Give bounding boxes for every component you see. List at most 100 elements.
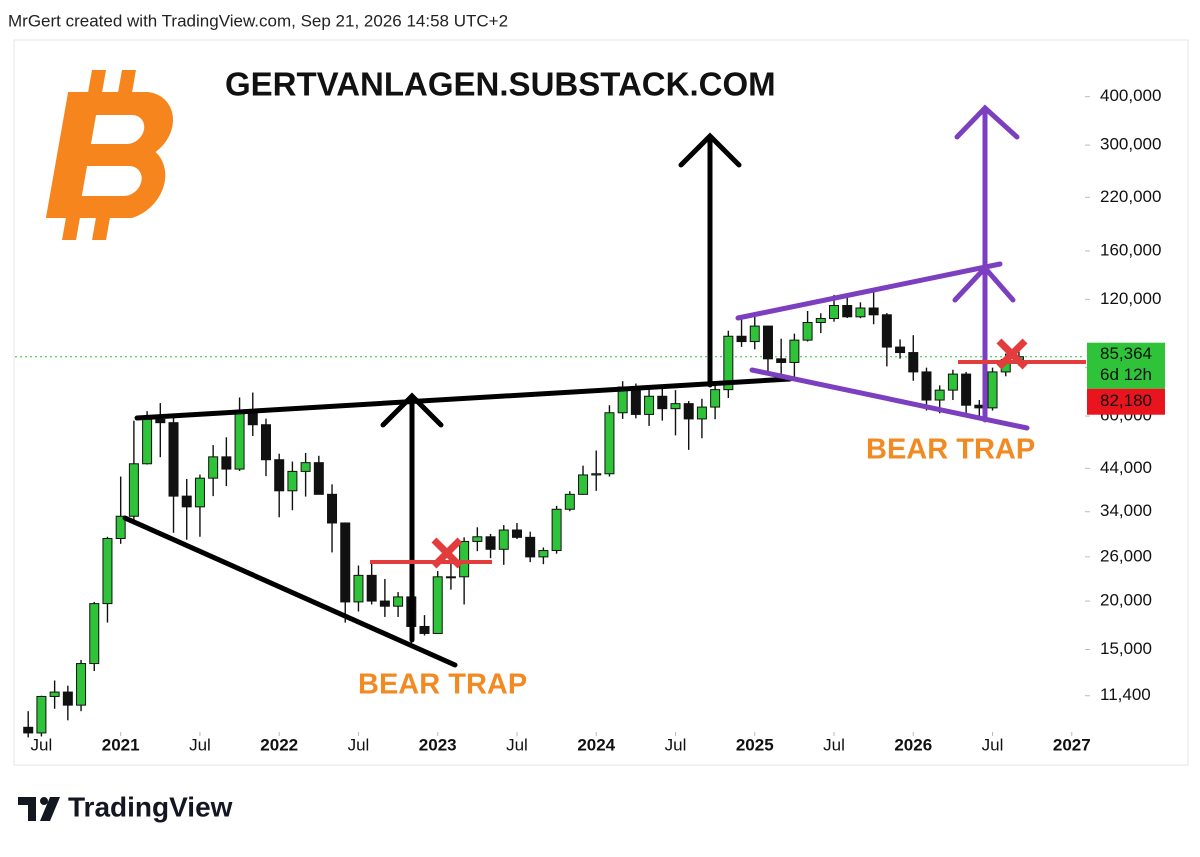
x-tick-label: 2026 bbox=[894, 735, 932, 754]
annotation: BEAR TRAP bbox=[358, 669, 527, 701]
candle-body bbox=[498, 529, 509, 550]
arrow bbox=[952, 264, 1016, 303]
candle-body bbox=[102, 538, 113, 605]
x-tick-label: Jul bbox=[665, 735, 687, 754]
candle-body bbox=[472, 536, 483, 542]
candle-body bbox=[300, 462, 311, 472]
price-box-red bbox=[1087, 388, 1165, 415]
candle-body bbox=[961, 373, 972, 406]
candle-body bbox=[36, 695, 47, 734]
candle-body bbox=[23, 726, 34, 734]
candle-body bbox=[366, 574, 377, 602]
candle-body bbox=[274, 459, 285, 492]
trend-line bbox=[122, 515, 458, 668]
candle-body bbox=[749, 325, 760, 343]
candle-body bbox=[710, 389, 721, 408]
candle-body bbox=[789, 339, 800, 363]
candle-body bbox=[168, 422, 179, 497]
candle-body bbox=[247, 411, 258, 426]
candle-body bbox=[485, 536, 496, 550]
y-tick-label: 26,000 bbox=[1100, 546, 1152, 565]
candle-body bbox=[287, 470, 298, 492]
candle-body bbox=[379, 600, 390, 607]
candle-body bbox=[234, 411, 245, 470]
candle-body bbox=[670, 403, 681, 410]
candle-body bbox=[829, 305, 840, 320]
x-tick-label: 2024 bbox=[577, 735, 615, 754]
candle-body bbox=[525, 536, 536, 558]
candle-body bbox=[353, 574, 364, 603]
candle-body bbox=[327, 493, 338, 524]
last-price-box bbox=[1087, 342, 1165, 389]
x-tick-label: 2027 bbox=[1053, 735, 1091, 754]
candle-body bbox=[908, 352, 919, 373]
candle-body bbox=[155, 418, 166, 424]
candle-body bbox=[221, 456, 232, 470]
y-tick-label: 34,000 bbox=[1100, 501, 1152, 520]
candle-body bbox=[115, 515, 126, 540]
y-tick-label: 11,400 bbox=[1100, 685, 1151, 704]
trend-line bbox=[749, 367, 1030, 431]
x-tick-label: 2021 bbox=[102, 735, 140, 754]
candle-body bbox=[815, 318, 826, 324]
y-tick-label: 220,000 bbox=[1100, 187, 1161, 206]
footer-text: TradingView bbox=[68, 791, 233, 822]
frame bbox=[13, 39, 1189, 766]
candle-body bbox=[987, 371, 998, 409]
candle-body bbox=[776, 358, 787, 363]
candle-body bbox=[432, 576, 443, 634]
candle-body bbox=[723, 335, 734, 391]
footer-logo: TradingView bbox=[18, 791, 233, 822]
x-tick-label: Jul bbox=[982, 735, 1004, 754]
arrow bbox=[954, 104, 1020, 423]
candle-body bbox=[89, 603, 100, 665]
candle-body bbox=[855, 307, 866, 318]
candle-body bbox=[762, 325, 773, 360]
candle-body bbox=[419, 625, 430, 634]
y-tick-label: 300,000 bbox=[1100, 135, 1161, 154]
y-tick-label: 44,000 bbox=[1100, 458, 1152, 477]
countdown-label: 6d 12h bbox=[1100, 365, 1152, 384]
y-tick-label: 400,000 bbox=[1100, 86, 1161, 105]
y-tick-label: 20,000 bbox=[1100, 591, 1152, 610]
candle-body bbox=[313, 462, 324, 495]
candle-body bbox=[142, 418, 153, 465]
trend-line bbox=[134, 376, 793, 421]
candle-body bbox=[260, 424, 271, 461]
x-tick-label: Jul bbox=[189, 735, 211, 754]
annotation: BEAR TRAP bbox=[866, 434, 1035, 466]
red-drawings bbox=[370, 338, 1086, 569]
candle-body bbox=[340, 522, 351, 603]
candle-body bbox=[895, 346, 906, 354]
candle-body bbox=[76, 663, 87, 706]
trend-line bbox=[735, 261, 1003, 321]
x-tick-label: 2025 bbox=[736, 735, 774, 754]
black-drawings bbox=[122, 132, 793, 668]
x-mark bbox=[431, 537, 463, 569]
price-label-red: 82,180 bbox=[1100, 391, 1152, 410]
candle-body bbox=[194, 477, 205, 508]
candle-body bbox=[393, 596, 404, 607]
candle-body bbox=[578, 474, 589, 495]
bitcoin-logo bbox=[45, 70, 173, 240]
arrow bbox=[678, 132, 742, 388]
candle-body bbox=[538, 550, 549, 558]
last-price-label: 85,364 bbox=[1100, 344, 1152, 363]
candle-body bbox=[445, 576, 456, 579]
candle-body bbox=[644, 395, 655, 415]
candle-body bbox=[564, 493, 575, 510]
candle-body bbox=[868, 307, 879, 316]
y-tick-label: 15,000 bbox=[1100, 639, 1152, 658]
purple-drawings bbox=[735, 104, 1030, 431]
candle-body bbox=[62, 691, 73, 706]
header: MrGert created with TradingView.com, Sep… bbox=[8, 11, 508, 30]
candle-body bbox=[947, 373, 958, 391]
candle-body bbox=[208, 456, 219, 479]
candle-body bbox=[630, 386, 641, 415]
candle-body bbox=[181, 495, 192, 508]
candle-body bbox=[49, 691, 60, 697]
arrow bbox=[380, 392, 444, 643]
x-tick-label: Jul bbox=[31, 735, 53, 754]
